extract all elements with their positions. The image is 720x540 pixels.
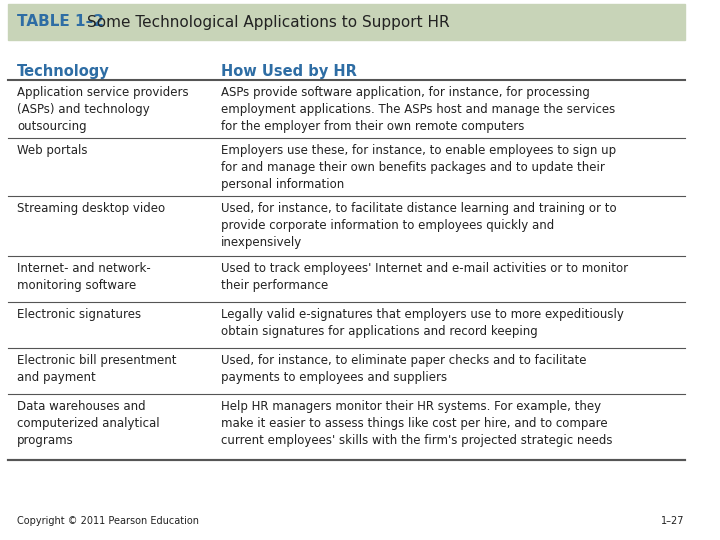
Text: Used to track employees' Internet and e-mail activities or to monitor
their perf: Used to track employees' Internet and e-… [221,262,629,292]
Text: Help HR managers monitor their HR systems. For example, they
make it easier to a: Help HR managers monitor their HR system… [221,400,613,447]
Text: Legally valid e-signatures that employers use to more expeditiously
obtain signa: Legally valid e-signatures that employer… [221,308,624,338]
Text: How Used by HR: How Used by HR [221,64,357,79]
Text: Internet- and network-
monitoring software: Internet- and network- monitoring softwa… [17,262,151,292]
Text: Streaming desktop video: Streaming desktop video [17,202,166,215]
FancyBboxPatch shape [8,4,685,40]
Text: Electronic bill presentment
and payment: Electronic bill presentment and payment [17,354,177,384]
Text: ASPs provide software application, for instance, for processing
employment appli: ASPs provide software application, for i… [221,86,616,133]
Text: Some Technological Applications to Support HR: Some Technological Applications to Suppo… [86,15,449,30]
Text: TABLE 1–2: TABLE 1–2 [17,15,104,30]
Text: Employers use these, for instance, to enable employees to sign up
for and manage: Employers use these, for instance, to en… [221,144,616,191]
Text: Data warehouses and
computerized analytical
programs: Data warehouses and computerized analyti… [17,400,160,447]
Text: Application service providers
(ASPs) and technology
outsourcing: Application service providers (ASPs) and… [17,86,189,133]
Text: Technology: Technology [17,64,110,79]
Text: Web portals: Web portals [17,144,88,157]
Text: Used, for instance, to eliminate paper checks and to facilitate
payments to empl: Used, for instance, to eliminate paper c… [221,354,587,384]
Text: 1–27: 1–27 [662,516,685,526]
Text: Used, for instance, to facilitate distance learning and training or to
provide c: Used, for instance, to facilitate distan… [221,202,617,249]
Text: Electronic signatures: Electronic signatures [17,308,141,321]
Text: Copyright © 2011 Pearson Education: Copyright © 2011 Pearson Education [17,516,199,526]
